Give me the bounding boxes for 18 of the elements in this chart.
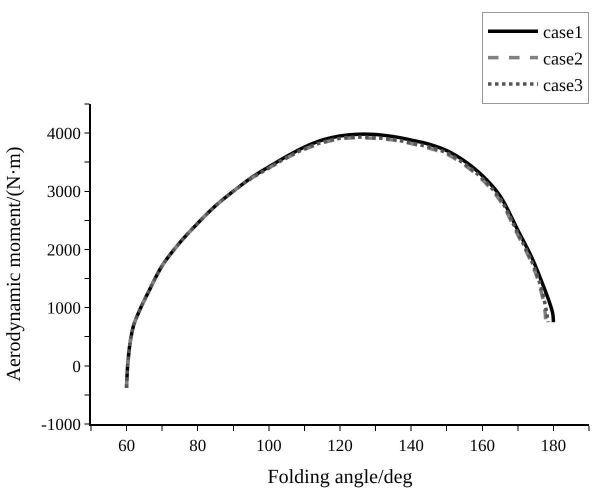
- y-tick-label: 3000: [46, 182, 81, 202]
- legend-label: case3: [543, 75, 583, 96]
- x-tick-label: 120: [327, 436, 353, 456]
- x-tick-label: 100: [256, 436, 282, 456]
- x-tick-label: 80: [189, 436, 206, 456]
- y-tick-label: 1000: [46, 298, 81, 318]
- x-axis-title: Folding angle/deg: [268, 466, 412, 488]
- y-tick-label: 0: [72, 356, 81, 376]
- y-tick-label: -1000: [41, 414, 81, 434]
- y-axis-title: Aerodynamic moment/(N·m): [3, 146, 26, 382]
- x-tick-label: 160: [470, 436, 496, 456]
- x-tick-label: 60: [118, 436, 136, 456]
- x-tick-label: 180: [540, 436, 566, 456]
- x-tick-label: 140: [398, 436, 424, 456]
- legend-label: case2: [543, 48, 583, 69]
- y-tick-label: 2000: [46, 240, 81, 260]
- legend-label: case1: [543, 22, 583, 42]
- y-tick-label: 4000: [46, 124, 81, 144]
